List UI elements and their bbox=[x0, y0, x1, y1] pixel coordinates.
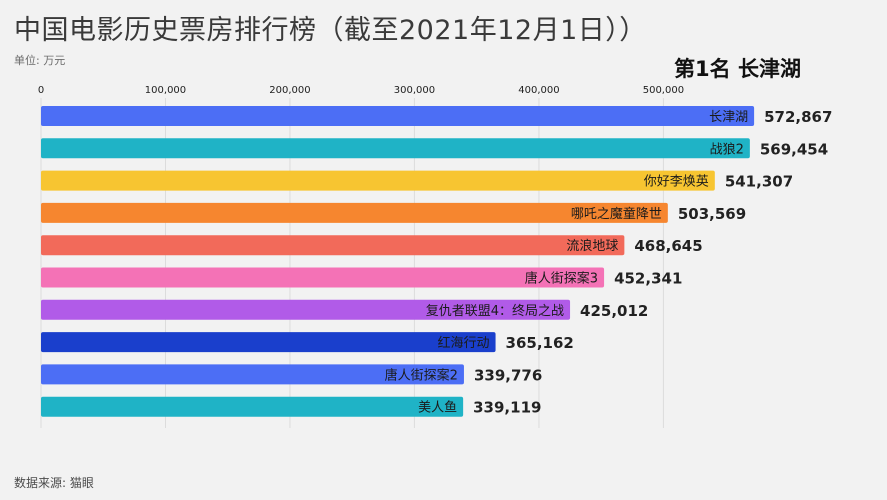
bar bbox=[41, 332, 496, 353]
bar-category-label: 复仇者联盟4：终局之战 bbox=[426, 303, 564, 319]
rank-label: 第1名 长津湖 bbox=[674, 57, 801, 81]
bar-category-label: 红海行动 bbox=[438, 335, 490, 351]
bar-category-label: 战狼2 bbox=[710, 142, 744, 157]
x-tick-label: 500,000 bbox=[643, 85, 684, 96]
bar-value-label: 569,454 bbox=[760, 140, 828, 158]
bar-category-label: 流浪地球 bbox=[566, 239, 618, 254]
bar bbox=[41, 267, 605, 288]
bar-value-label: 339,776 bbox=[474, 366, 542, 384]
bar-category-label: 你好李焕英 bbox=[644, 175, 709, 190]
bar-category-label: 哪吒之魔童降世 bbox=[571, 206, 662, 222]
chart-title: 中国电影历史票房排行榜（截至2021年12月1日）） bbox=[14, 15, 647, 46]
bar-value-label: 452,341 bbox=[614, 270, 682, 288]
bar bbox=[41, 138, 750, 159]
x-tick-label: 300,000 bbox=[394, 85, 435, 96]
bar-value-label: 339,119 bbox=[473, 399, 541, 417]
bar-category-label: 唐人街探案3 bbox=[525, 271, 598, 287]
bar bbox=[41, 396, 464, 417]
x-tick-label: 100,000 bbox=[145, 85, 186, 96]
bar-value-label: 572,867 bbox=[764, 108, 832, 126]
bar bbox=[41, 299, 571, 320]
bar-category-label: 唐人街探案2 bbox=[385, 367, 458, 383]
bar-value-label: 365,162 bbox=[506, 334, 574, 352]
bars: 长津湖 572,867 战狼2 569,454 你好李焕英 541,307 哪吒之魔童降世 5… bbox=[41, 106, 832, 417]
bar-category-label: 美人鱼 bbox=[418, 400, 457, 416]
x-tick-label: 0 bbox=[38, 85, 44, 96]
x-tick-label: 400,000 bbox=[518, 85, 559, 96]
bar-category-label: 长津湖 bbox=[709, 110, 748, 125]
x-tick-label: 200,000 bbox=[269, 85, 310, 96]
bar bbox=[41, 170, 715, 191]
bar bbox=[41, 106, 755, 126]
x-axis-ticks: 0 100,000 200,000 300,000 400,000 500,000 bbox=[38, 85, 684, 96]
unit-label: 单位: 万元 bbox=[14, 54, 66, 67]
bar-value-label: 541,307 bbox=[725, 173, 793, 191]
bar bbox=[41, 235, 625, 256]
bar-value-label: 468,645 bbox=[634, 237, 702, 255]
source-label: 数据来源: 猫眼 bbox=[14, 476, 94, 490]
bar-value-label: 425,012 bbox=[580, 302, 648, 320]
bar bbox=[41, 202, 668, 223]
bar bbox=[41, 364, 464, 385]
bar-value-label: 503,569 bbox=[678, 205, 746, 223]
